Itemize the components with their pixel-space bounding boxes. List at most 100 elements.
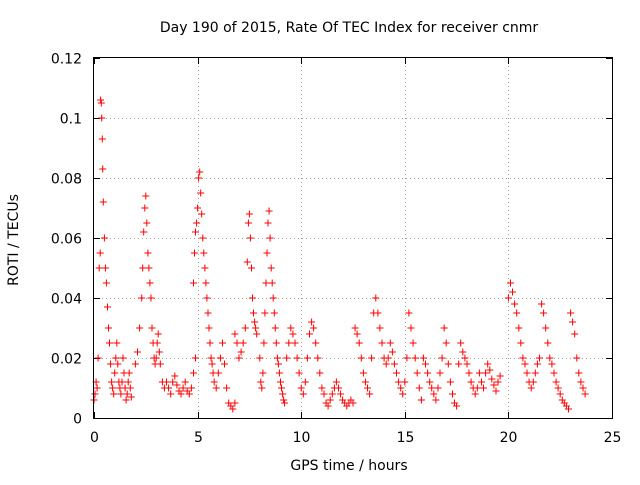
- data-point: [509, 288, 516, 296]
- data-point: [148, 324, 156, 332]
- data-point: [244, 219, 252, 227]
- data-point: [554, 384, 562, 392]
- data-point: [328, 390, 336, 398]
- data-point: [145, 264, 153, 272]
- data-point: [99, 165, 107, 173]
- x-tick-labels: 0 5 10 15 20 25: [90, 430, 621, 446]
- data-point: [274, 360, 282, 368]
- data-point: [432, 396, 440, 404]
- data-point: [320, 390, 328, 398]
- data-point: [237, 348, 245, 356]
- data-point: [136, 324, 144, 332]
- data-point: [97, 99, 105, 107]
- data-point: [567, 309, 575, 317]
- data-point: [496, 372, 504, 380]
- data-point: [248, 264, 255, 272]
- data-point: [359, 369, 367, 377]
- data-point: [565, 405, 572, 413]
- x-tick-label: 5: [194, 430, 203, 446]
- data-point: [428, 384, 436, 392]
- data-point: [142, 192, 150, 200]
- data-point: [260, 339, 268, 347]
- data-point: [239, 339, 247, 347]
- data-point: [143, 219, 151, 227]
- data-point: [529, 378, 537, 386]
- data-point: [455, 360, 463, 368]
- data-point: [461, 354, 469, 362]
- data-point: [245, 210, 253, 218]
- data-point: [413, 369, 421, 377]
- data-point: [550, 369, 558, 377]
- data-point: [324, 402, 332, 410]
- data-point: [301, 378, 309, 386]
- data-point: [138, 294, 146, 302]
- data-point: [289, 330, 297, 338]
- data-point: [233, 339, 241, 347]
- x-axis-label: GPS time / hours: [290, 458, 407, 474]
- data-point: [442, 339, 450, 347]
- data-point: [139, 264, 147, 272]
- data-point: [337, 390, 345, 398]
- data-point: [467, 378, 475, 386]
- data-point: [210, 378, 218, 386]
- data-point: [258, 384, 266, 392]
- data-point: [181, 378, 189, 386]
- data-point: [146, 279, 154, 287]
- y-tick-label: 0: [73, 412, 82, 428]
- data-point: [368, 354, 376, 362]
- data-point: [199, 234, 207, 242]
- data-point: [214, 369, 222, 377]
- data-point: [123, 390, 131, 398]
- data-point: [251, 318, 259, 326]
- data-point: [202, 279, 210, 287]
- data-point: [117, 390, 125, 398]
- data-point: [415, 384, 423, 392]
- data-point: [364, 384, 371, 392]
- data-point: [573, 354, 581, 362]
- data-point: [112, 354, 120, 362]
- data-point: [515, 324, 523, 332]
- data-point: [393, 369, 400, 377]
- data-point: [374, 309, 382, 317]
- data-point: [231, 399, 239, 407]
- data-point: [212, 384, 220, 392]
- data-point: [312, 339, 320, 347]
- data-point: [206, 339, 214, 347]
- y-tick-label: 0.04: [51, 292, 82, 308]
- data-point: [281, 399, 289, 407]
- data-point: [295, 369, 303, 377]
- data-point: [579, 384, 587, 392]
- data-point: [191, 249, 198, 257]
- data-point: [297, 384, 305, 392]
- data-point: [527, 384, 535, 392]
- data-point: [266, 234, 274, 242]
- data-point: [156, 360, 164, 368]
- data-point: [422, 360, 429, 368]
- data-point: [270, 309, 278, 317]
- data-point: [424, 369, 432, 377]
- data-point: [108, 378, 116, 386]
- data-point: [417, 396, 425, 404]
- data-point: [548, 360, 556, 368]
- data-point: [177, 390, 185, 398]
- data-point: [277, 378, 284, 386]
- data-point: [488, 375, 496, 383]
- data-point: [546, 354, 554, 362]
- data-point: [465, 369, 473, 377]
- data-point: [355, 339, 363, 347]
- data-point: [198, 210, 206, 218]
- data-point: [154, 330, 162, 338]
- data-point: [395, 378, 403, 386]
- data-point: [141, 204, 149, 212]
- data-point: [196, 168, 204, 176]
- data-point: [204, 309, 212, 317]
- chart-title: Day 190 of 2015, Rate Of TEC Index for r…: [160, 20, 539, 36]
- data-point: [105, 324, 112, 332]
- data-point: [314, 354, 322, 362]
- data-point: [109, 384, 117, 392]
- data-point: [473, 384, 481, 392]
- data-point: [93, 384, 101, 392]
- data-point: [119, 354, 127, 362]
- y-axis-label: ROTI / TECUs: [6, 194, 22, 286]
